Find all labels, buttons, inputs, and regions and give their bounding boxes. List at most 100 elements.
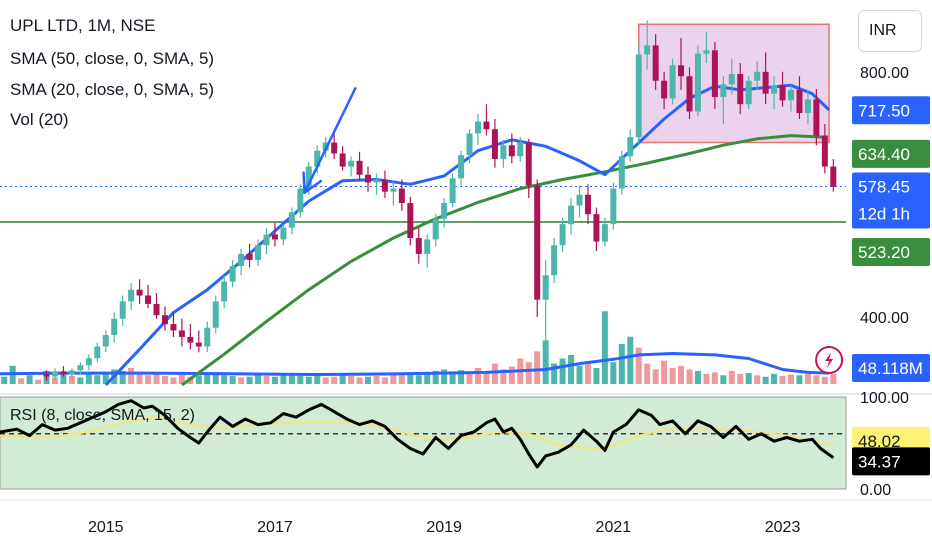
volume-bar — [551, 363, 558, 384]
volume-bar — [559, 358, 566, 384]
candle-body — [170, 324, 177, 331]
price-tick-label: 800.00 — [860, 65, 909, 82]
currency-button[interactable]: INR — [858, 10, 922, 52]
volume-bar — [26, 375, 33, 384]
candle-body — [145, 295, 152, 304]
candle-body — [737, 73, 744, 105]
volume-bar — [754, 375, 761, 384]
volume-bar — [280, 375, 287, 384]
volume-bar — [18, 378, 25, 384]
candle-body — [102, 335, 109, 347]
volume-bar — [576, 365, 583, 384]
annotation-arrow-head — [303, 179, 323, 194]
candle-body — [508, 145, 515, 157]
volume-bar — [381, 377, 388, 384]
candle-body — [449, 178, 456, 204]
volume-bar — [161, 376, 168, 384]
candle-body — [525, 142, 532, 186]
volume-bar — [788, 374, 795, 384]
candle-body — [745, 80, 752, 105]
candle-body — [644, 45, 651, 55]
volume-bar — [804, 373, 811, 384]
sma50-legend: SMA (50, close, 0, SMA, 5) — [10, 49, 215, 68]
volume-bar — [686, 369, 693, 384]
volume-bar — [373, 376, 380, 384]
candle-body — [212, 301, 219, 328]
candle-body — [627, 137, 634, 157]
candle-body — [762, 71, 769, 94]
candle-body — [136, 289, 143, 296]
volume-legend: Vol (20) — [10, 110, 69, 129]
candle-body — [68, 370, 75, 375]
candle-body — [339, 153, 346, 167]
rsi-band — [0, 396, 847, 490]
volume-bar — [305, 376, 312, 384]
candle-body — [788, 89, 795, 101]
volume-bar — [424, 373, 431, 384]
candle-body — [77, 365, 84, 371]
rsi-value-label: 34.37 — [858, 452, 901, 471]
candle-body — [601, 224, 608, 242]
volume-bar — [542, 340, 549, 384]
candle-body — [415, 238, 422, 254]
candle-body — [111, 318, 118, 336]
volume-bar — [474, 368, 481, 384]
candle-body — [153, 303, 160, 316]
volume-bar — [68, 376, 75, 384]
volume-bar — [356, 377, 363, 384]
volume-bar — [348, 376, 355, 384]
sma20-value-label-bg — [852, 96, 930, 125]
volume-bar — [85, 372, 92, 384]
volume-bar — [51, 377, 58, 384]
candle-body — [288, 212, 295, 228]
candle-body — [94, 346, 101, 359]
candle-body — [568, 205, 575, 225]
volume-bar — [212, 373, 219, 384]
volume-bar — [618, 344, 625, 384]
volume-bar — [737, 373, 744, 384]
lightning-bolt-icon[interactable] — [815, 346, 844, 374]
volume-bar — [77, 377, 84, 384]
candle-body — [365, 174, 372, 183]
volume-bar — [35, 379, 42, 384]
symbol-title: UPL LTD, 1M, NSE — [10, 16, 156, 35]
candle-body — [771, 85, 778, 94]
candle-body — [305, 166, 312, 189]
candle-body — [813, 99, 820, 136]
volume-bar — [745, 373, 752, 384]
candle-body — [441, 203, 448, 219]
volume-bar — [314, 374, 321, 384]
candle-body — [584, 194, 591, 215]
volume-bar — [390, 373, 397, 384]
rsi-ma-line — [0, 416, 834, 450]
candle-body — [576, 194, 583, 206]
volume-bar — [661, 360, 668, 384]
volume-bar — [644, 363, 651, 384]
volume-bar — [584, 362, 591, 384]
volume-bar — [601, 311, 608, 384]
candle-body — [187, 336, 194, 343]
candle-body — [119, 301, 126, 319]
volume-bar — [432, 370, 439, 384]
volume-bar — [500, 369, 507, 384]
volume-bar — [728, 370, 735, 384]
volume-bar — [415, 375, 422, 384]
volume-bar — [195, 375, 202, 384]
volume-bar — [255, 375, 262, 384]
volume-bar — [398, 375, 405, 384]
candle-body — [754, 71, 761, 81]
rsi-ma-value-label: 48.02 — [858, 432, 901, 451]
volume-bar — [796, 375, 803, 384]
candle-body — [542, 275, 549, 300]
support-value-label: 523.20 — [858, 243, 910, 262]
candle-body — [356, 160, 363, 175]
volume-bar — [178, 374, 185, 384]
candle-body — [652, 45, 659, 81]
time-tick-label: 2021 — [596, 519, 632, 536]
sma50-value-label: 634.40 — [858, 145, 910, 164]
candle-body — [390, 188, 397, 192]
volume-bar — [593, 368, 600, 384]
sma50-line — [181, 134, 825, 387]
rsi-value-label-bg — [852, 447, 930, 476]
